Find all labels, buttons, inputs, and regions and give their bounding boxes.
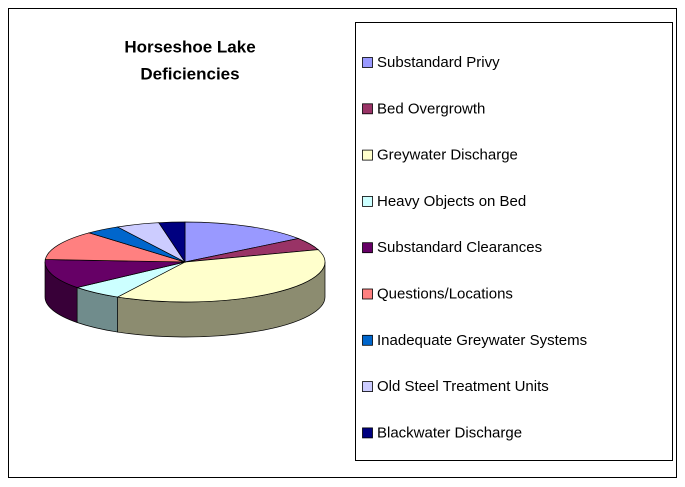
- legend-swatch: [362, 195, 373, 207]
- legend-swatch: [362, 149, 373, 161]
- legend-label: Bed Overgrowth: [377, 100, 485, 117]
- slice: [158, 221, 186, 264]
- legend-label: Questions/Locations: [377, 285, 513, 302]
- legend-swatch: [362, 242, 373, 254]
- legend-swatch: [362, 334, 373, 346]
- legend-swatch: [362, 103, 373, 115]
- slice: [184, 221, 300, 263]
- slice: [116, 249, 326, 303]
- legend-label: Blackwater Discharge: [377, 424, 522, 441]
- legend-swatch: [362, 427, 373, 439]
- legend-swatch: [362, 57, 373, 68]
- legend-label: Substandard Privy: [377, 54, 500, 71]
- legend-swatch: [362, 288, 373, 300]
- chart-title: Horseshoe Lake: [124, 37, 255, 56]
- chart-title: Deficiencies: [140, 64, 239, 83]
- slice: [44, 259, 186, 288]
- legend-label: Old Steel Treatment Units: [377, 378, 549, 395]
- legend-label: Substandard Clearances: [377, 239, 542, 256]
- legend-swatch: [362, 381, 373, 393]
- legend-label: Greywater Discharge: [377, 147, 518, 164]
- slice: [44, 232, 186, 263]
- legend-box: [355, 22, 673, 461]
- legend-label: Heavy Objects on Bed: [377, 193, 526, 210]
- legend-label: Inadequate Greywater Systems: [377, 332, 587, 349]
